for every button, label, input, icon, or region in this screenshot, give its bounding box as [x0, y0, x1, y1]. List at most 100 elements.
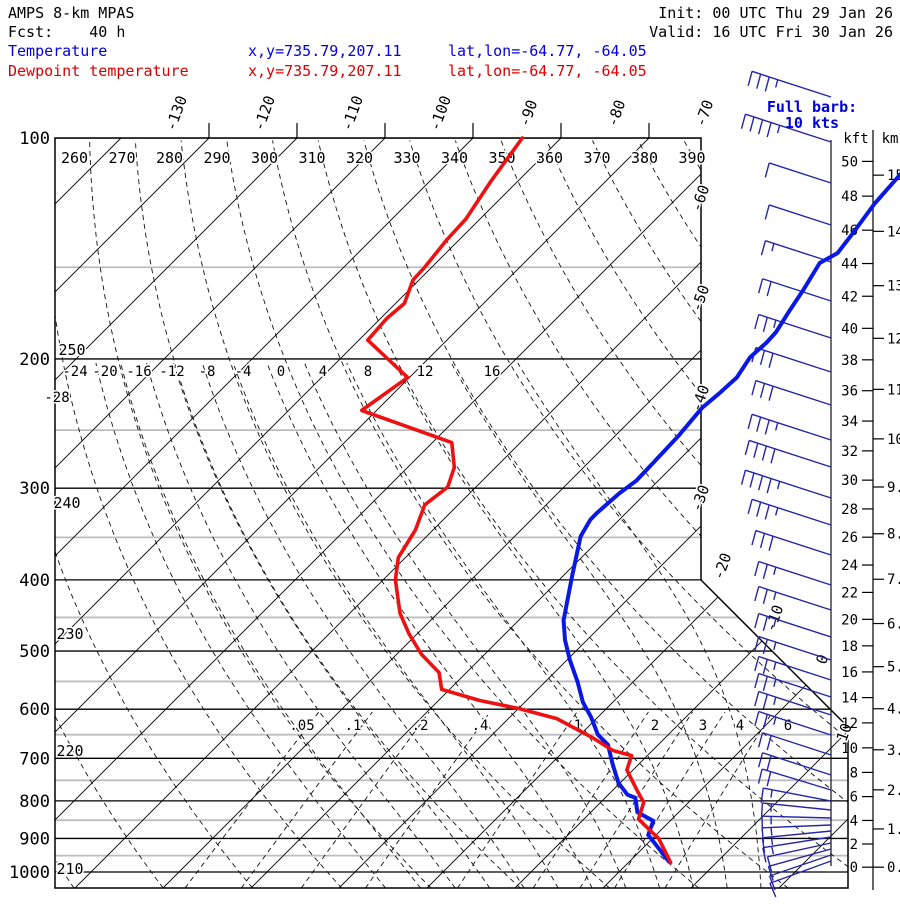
height-axis: 0246810121416182022242628303234363840424… — [841, 130, 900, 890]
moist-adiabat — [347, 363, 660, 888]
wind-barb — [759, 279, 831, 301]
moist-adiabat — [305, 363, 626, 888]
pressure-label: 300 — [19, 479, 50, 499]
pressure-label: 500 — [19, 642, 50, 662]
kft-tick-label: 14 — [841, 691, 858, 707]
wind-barb — [762, 803, 831, 818]
km-tick-label: 0. — [887, 860, 900, 876]
km-tick-label: 12. — [887, 331, 900, 347]
pressure-label: 900 — [19, 829, 50, 849]
isotherm-line — [0, 138, 561, 888]
pressure-label: 100 — [19, 129, 50, 149]
isotherm-label-top: -90 — [515, 97, 541, 129]
pressure-label: 600 — [19, 700, 50, 720]
isotherm-label-top: -120 — [250, 93, 279, 133]
moist-adiabat-label: 0 — [277, 364, 285, 380]
wind-barb — [755, 692, 831, 715]
kft-tick-label: 30 — [841, 473, 858, 489]
theta-label-top: 260 — [61, 149, 88, 167]
theta-label-top: 300 — [251, 149, 278, 167]
pressure-label: 700 — [19, 749, 50, 769]
kft-tick-label: 2 — [850, 837, 858, 853]
dry-adiabat — [273, 141, 789, 889]
kft-tick-label: 34 — [841, 414, 858, 430]
moist-adiabat-label: 4 — [319, 364, 327, 380]
legend-dewpoint-label: Dewpoint temperature — [8, 62, 189, 80]
skewt-grid-lines — [0, 138, 900, 888]
isotherm-line — [0, 138, 121, 888]
moist-adiabat-label-left: -28 — [44, 390, 69, 406]
wind-barb — [752, 531, 831, 555]
moist-adiabat-label: 16 — [484, 364, 501, 380]
isotherm-line — [251, 138, 900, 888]
wind-barb — [748, 499, 831, 525]
theta-label-left: 220 — [56, 742, 83, 760]
isotherm-line — [0, 138, 297, 888]
kft-tick-label: 26 — [841, 530, 858, 546]
dewpoint-curve — [362, 138, 671, 863]
mixing-ratio-line — [665, 712, 773, 888]
dewpoint-grid-xy: x,y=735.79,207.11 — [248, 62, 402, 80]
isotherm-label-right: -20 — [709, 550, 735, 582]
km-tick-label: 3. — [887, 743, 900, 759]
mixing-ratio-line — [185, 712, 319, 888]
theta-label-top: 370 — [583, 149, 610, 167]
theta-label-top: 270 — [108, 149, 135, 167]
wind-barb — [752, 381, 831, 405]
km-tick-label: 2. — [887, 783, 900, 799]
isotherm-line — [0, 138, 209, 888]
moist-adiabat — [233, 363, 558, 888]
isotherm-label-top: -130 — [162, 93, 191, 133]
mixing-ratio-label: .4 — [472, 718, 489, 734]
theta-label-left: 250 — [58, 341, 85, 359]
dry-adiabat — [181, 141, 610, 889]
km-tick-label: 9. — [887, 480, 900, 496]
dry-adiabat — [90, 141, 432, 889]
isotherm-label-top: -80 — [603, 97, 629, 129]
theta-label-top: 330 — [393, 149, 420, 167]
theta-label-top: 340 — [441, 149, 468, 167]
isotherm-line — [867, 138, 900, 888]
kft-tick-label: 38 — [841, 353, 858, 369]
moist-adiabat — [267, 363, 592, 888]
forecast-hour: Fcst: 40 h — [8, 23, 125, 41]
wind-barb — [765, 205, 831, 225]
model-title: AMPS 8-km MPAS — [8, 4, 134, 22]
kft-tick-label: 44 — [841, 257, 858, 273]
isotherm-label-top: -100 — [426, 93, 455, 133]
kft-tick-label: 28 — [841, 502, 858, 518]
isotherm-line — [75, 138, 825, 888]
wind-barb-column — [742, 71, 831, 897]
moist-adiabat-label: -20 — [92, 364, 117, 380]
theta-label-top: 360 — [536, 149, 563, 167]
wind-barb — [765, 163, 831, 183]
kft-tick-label: 42 — [841, 289, 858, 305]
isotherm-label-right: -60 — [687, 182, 713, 214]
isotherm-label-right: -50 — [687, 282, 713, 314]
wind-barb — [761, 241, 831, 262]
moist-adiabat-label: -8 — [199, 364, 216, 380]
pressure-label: 400 — [19, 571, 50, 591]
mixing-ratio-line — [457, 712, 577, 888]
moist-adiabat — [518, 363, 761, 888]
moist-adiabat — [96, 363, 386, 888]
km-tick-label: 8. — [887, 527, 900, 543]
dry-adiabat — [455, 141, 900, 889]
mixing-ratio-label: .1 — [345, 718, 362, 734]
theta-label-top: 280 — [156, 149, 183, 167]
theta-label-left: 210 — [56, 860, 83, 878]
km-tick-label: 11. — [887, 382, 900, 398]
km-axis-title: km — [882, 131, 899, 147]
kft-tick-label: 40 — [841, 321, 858, 337]
kft-tick-label: 32 — [841, 444, 858, 460]
wind-barb — [762, 816, 831, 831]
wind-barb — [755, 712, 831, 735]
kft-tick-label: 50 — [841, 154, 858, 170]
temperature-grid-xy: x,y=735.79,207.11 — [248, 42, 402, 60]
theta-label-top: 290 — [203, 149, 230, 167]
moist-adiabat — [121, 363, 421, 888]
moist-adiabat-label: 8 — [364, 364, 372, 380]
mixing-ratio-label: 3 — [699, 718, 707, 734]
pressure-label: 200 — [19, 350, 50, 370]
